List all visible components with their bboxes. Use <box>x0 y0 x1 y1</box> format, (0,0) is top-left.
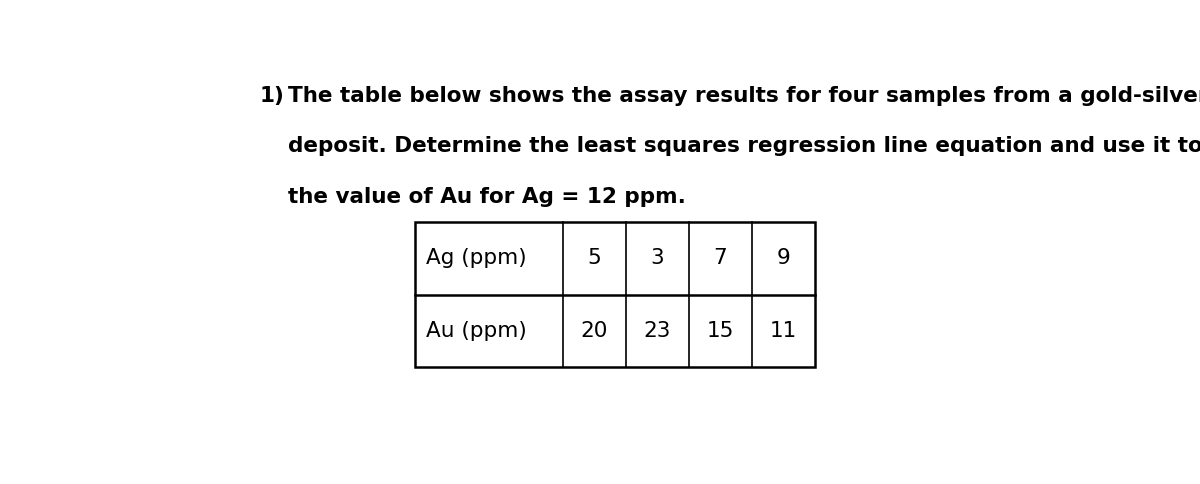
Text: Au (ppm): Au (ppm) <box>426 321 527 341</box>
Text: 3: 3 <box>650 248 665 269</box>
Text: 20: 20 <box>581 321 608 341</box>
Text: 5: 5 <box>588 248 601 269</box>
Text: 7: 7 <box>714 248 727 269</box>
Text: The table below shows the assay results for four samples from a gold-silver: The table below shows the assay results … <box>288 86 1200 106</box>
Text: the value of Au for Ag = 12 ppm.: the value of Au for Ag = 12 ppm. <box>288 187 685 207</box>
Text: 23: 23 <box>644 321 671 341</box>
Text: Ag (ppm): Ag (ppm) <box>426 248 527 269</box>
Bar <box>415 222 815 367</box>
Text: 9: 9 <box>776 248 791 269</box>
Text: 15: 15 <box>707 321 734 341</box>
Text: 1): 1) <box>259 86 284 106</box>
Text: deposit. Determine the least squares regression line equation and use it to esti: deposit. Determine the least squares reg… <box>288 136 1200 156</box>
Text: 11: 11 <box>770 321 797 341</box>
